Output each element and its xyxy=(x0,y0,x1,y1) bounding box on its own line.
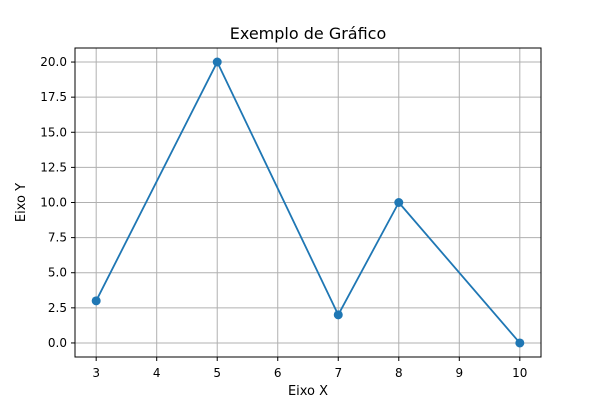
y-tick-label: 0.0 xyxy=(48,336,67,350)
x-tick-label: 9 xyxy=(455,366,463,380)
y-tick-label: 10.0 xyxy=(40,196,67,210)
x-tick-label: 5 xyxy=(213,366,221,380)
data-point xyxy=(212,57,222,67)
x-tick-label: 4 xyxy=(153,366,161,380)
y-tick-label: 15.0 xyxy=(40,125,67,139)
x-axis-label: Eixo X xyxy=(288,384,328,399)
y-tick-label: 17.5 xyxy=(40,90,67,104)
tick-layer: 3 4 5 6 7 8 9 10 0.0 2.5 5.0 7.5 10.0 12.5 15.0 17.5 20.… xyxy=(40,55,527,380)
y-tick-label: 20.0 xyxy=(40,55,67,69)
data-point xyxy=(333,310,343,320)
x-tick-label: 8 xyxy=(395,366,403,380)
x-tick-label: 7 xyxy=(334,366,342,380)
x-tick-label: 6 xyxy=(274,366,282,380)
y-axis-label: Eixo Y xyxy=(14,183,29,222)
series-layer xyxy=(91,57,525,348)
data-point xyxy=(515,338,525,348)
data-point xyxy=(394,198,404,207)
y-tick-label: 5.0 xyxy=(48,266,67,280)
data-point xyxy=(91,296,101,306)
y-tick-label: 12.5 xyxy=(40,160,67,174)
y-tick-label: 7.5 xyxy=(48,231,67,245)
chart-title: Exemplo de Gráfico xyxy=(230,24,387,43)
x-tick-label: 10 xyxy=(512,366,527,380)
y-tick-label: 2.5 xyxy=(48,301,67,315)
x-tick-label: 3 xyxy=(92,366,100,380)
